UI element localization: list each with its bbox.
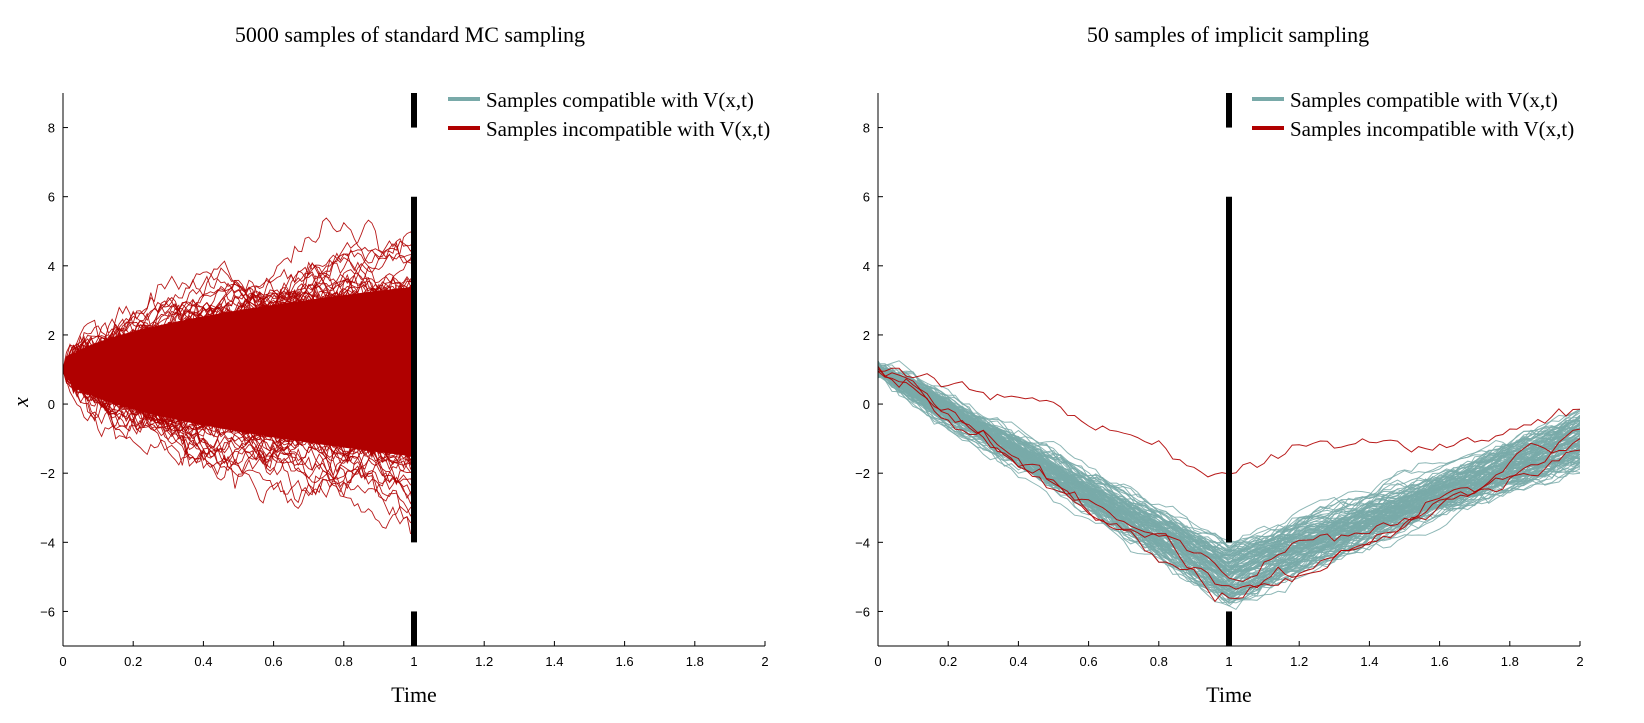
x-tick-label: 1.2 [1290, 654, 1308, 669]
x-tick-label: 2 [1576, 654, 1583, 669]
sample-path-incompatible [878, 368, 1580, 590]
x-tick-label: 0 [874, 654, 881, 669]
x-ticks: 0 0.2 0.4 0.6 0.8 1 1.2 1.4 1.6 1.8 2 [59, 641, 769, 669]
sample-density-core [63, 286, 414, 457]
x-tick-label: 0.4 [194, 654, 212, 669]
y-ticks: −6 −4 −2 0 2 4 6 8 [40, 121, 68, 619]
x-tick-label: 0.6 [265, 654, 283, 669]
y-tick-label: 8 [863, 121, 870, 136]
panel-implicit-sampling: 50 samples of implicit sampling 0 0.2 0.4 0… [855, 22, 1583, 707]
y-tick-label: 6 [48, 190, 55, 205]
y-tick-label: 0 [48, 397, 55, 412]
x-tick-label: 0.6 [1080, 654, 1098, 669]
y-axis-label: x [8, 397, 33, 408]
sample-path-compatible [878, 360, 1580, 588]
y-tick-label: −2 [855, 466, 870, 481]
x-axis-label: Time [391, 682, 437, 707]
x-tick-label: 1.8 [1501, 654, 1519, 669]
y-tick-label: 0 [863, 397, 870, 412]
y-tick-label: 2 [863, 328, 870, 343]
x-tick-label: 0.4 [1009, 654, 1027, 669]
legend-label-incompatible: Samples incompatible with V(x,t) [486, 117, 770, 141]
x-tick-label: 1.6 [616, 654, 634, 669]
y-tick-label: 4 [48, 259, 55, 274]
x-tick-label: 1.8 [686, 654, 704, 669]
legend-label-incompatible: Samples incompatible with V(x,t) [1290, 117, 1574, 141]
x-tick-label: 1 [1225, 654, 1232, 669]
legend: Samples compatible with V(x,t) Samples i… [448, 88, 770, 141]
y-tick-label: −2 [40, 466, 55, 481]
y-tick-label: 8 [48, 121, 55, 136]
y-tick-label: −4 [855, 535, 870, 550]
x-ticks: 0 0.2 0.4 0.6 0.8 1 1.2 1.4 1.6 1.8 2 [874, 641, 1584, 669]
x-tick-label: 0.8 [1150, 654, 1168, 669]
panel-standard-mc: 5000 samples of standard MC sampling 0 0.… [8, 22, 770, 707]
x-tick-label: 1 [410, 654, 417, 669]
y-tick-label: −6 [40, 604, 55, 619]
x-tick-label: 0 [59, 654, 66, 669]
x-tick-label: 0.8 [335, 654, 353, 669]
y-tick-label: −4 [40, 535, 55, 550]
sample-path-compatible [878, 367, 1580, 561]
x-tick-label: 1.4 [1360, 654, 1378, 669]
legend: Samples compatible with V(x,t) Samples i… [1252, 88, 1574, 141]
legend-label-compatible: Samples compatible with V(x,t) [1290, 88, 1558, 112]
y-ticks: −6 −4 −2 0 2 4 6 8 [855, 121, 883, 619]
legend-label-compatible: Samples compatible with V(x,t) [486, 88, 754, 112]
y-tick-label: −6 [855, 604, 870, 619]
y-tick-label: 4 [863, 259, 870, 274]
sample-paths [63, 217, 415, 536]
y-tick-label: 2 [48, 328, 55, 343]
chart-title: 50 samples of implicit sampling [1087, 22, 1369, 47]
x-tick-label: 1.6 [1431, 654, 1449, 669]
x-tick-label: 2 [761, 654, 768, 669]
x-axis-label: Time [1206, 682, 1252, 707]
sample-path-compatible [878, 370, 1580, 564]
sample-path-incompatible [878, 366, 1580, 583]
sample-paths [878, 360, 1580, 611]
x-tick-label: 0.2 [124, 654, 142, 669]
y-tick-label: 6 [863, 190, 870, 205]
x-tick-label: 1.2 [475, 654, 493, 669]
x-tick-label: 1.4 [545, 654, 563, 669]
x-tick-label: 0.2 [939, 654, 957, 669]
sample-path-compatible [878, 370, 1580, 564]
chart-title: 5000 samples of standard MC sampling [235, 22, 585, 47]
sample-path-compatible [878, 365, 1580, 593]
